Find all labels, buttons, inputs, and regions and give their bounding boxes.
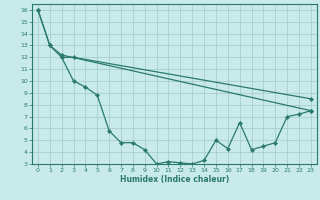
- X-axis label: Humidex (Indice chaleur): Humidex (Indice chaleur): [120, 175, 229, 184]
